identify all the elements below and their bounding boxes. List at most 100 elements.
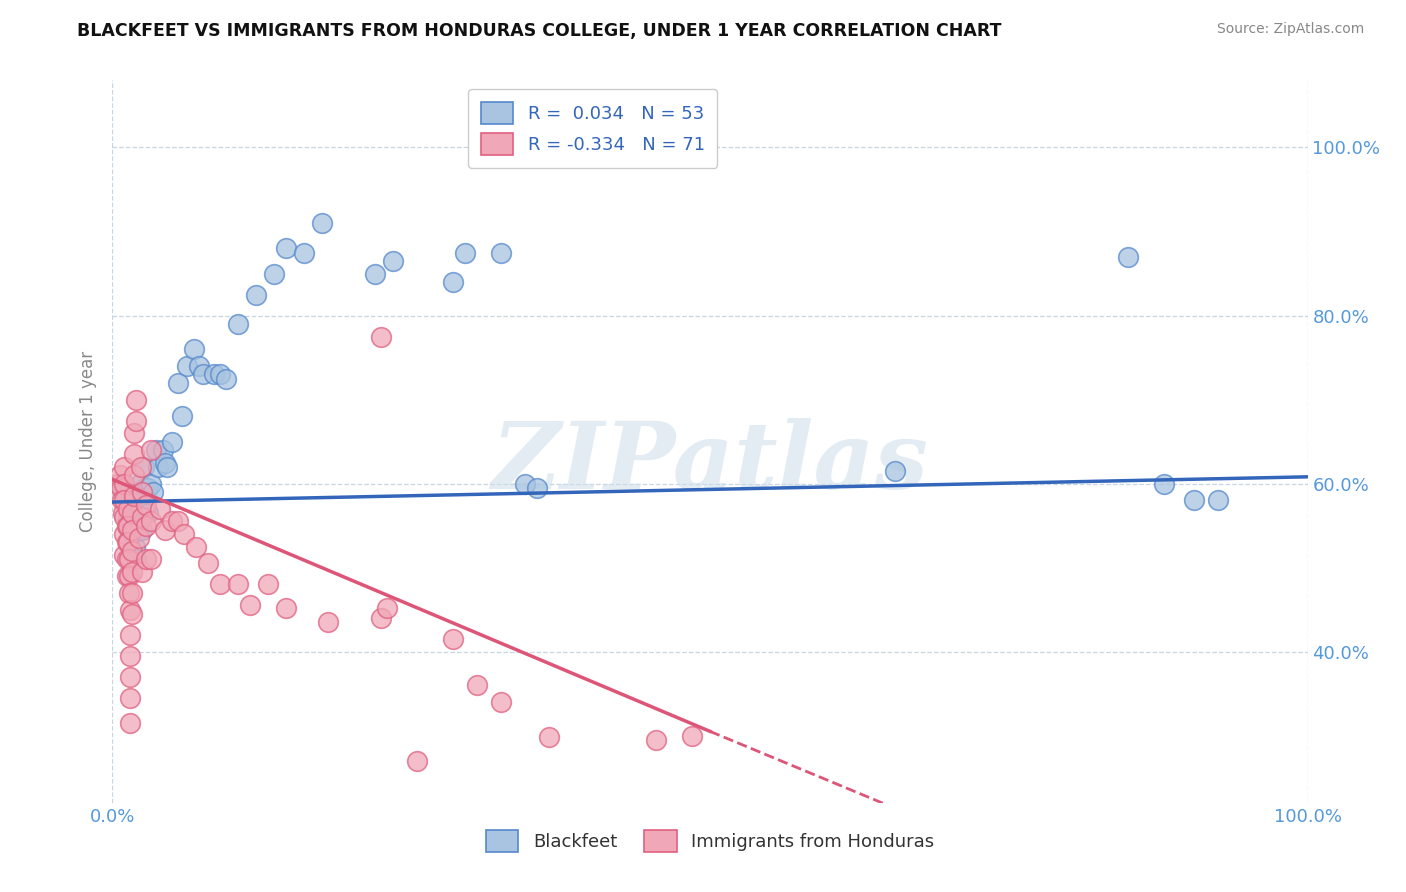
Point	[129, 501, 152, 516]
Point	[441, 275, 464, 289]
Point	[142, 485, 165, 500]
Point	[108, 468, 131, 483]
Point	[115, 552, 138, 566]
Point	[537, 731, 560, 745]
Text: BLACKFEET VS IMMIGRANTS FROM HONDURAS COLLEGE, UNDER 1 YEAR CORRELATION CHART: BLACKFEET VS IMMIGRANTS FROM HONDURAS CO…	[77, 22, 1002, 40]
Point	[454, 245, 477, 260]
Point	[121, 506, 143, 520]
Point	[122, 510, 145, 524]
Point	[162, 434, 183, 449]
Point	[202, 368, 225, 382]
Point	[239, 599, 262, 613]
Point	[292, 245, 315, 260]
Point	[122, 468, 145, 483]
Point	[153, 523, 176, 537]
Point	[370, 329, 392, 343]
Point	[125, 552, 148, 566]
Point	[138, 506, 160, 520]
Point	[139, 552, 162, 566]
Point	[465, 678, 488, 692]
Point	[114, 476, 135, 491]
Point	[274, 241, 297, 255]
Y-axis label: College, Under 1 year: College, Under 1 year	[79, 351, 97, 533]
Point	[114, 510, 135, 524]
Point	[111, 481, 134, 495]
Point	[513, 476, 536, 491]
Point	[110, 481, 132, 495]
Point	[117, 501, 139, 516]
Point	[117, 510, 139, 524]
Legend: Blackfeet, Immigrants from Honduras: Blackfeet, Immigrants from Honduras	[478, 822, 942, 859]
Point	[134, 481, 156, 495]
Point	[257, 577, 280, 591]
Point	[118, 586, 141, 600]
Point	[121, 523, 143, 537]
Point	[139, 476, 162, 491]
Point	[377, 600, 399, 615]
Point	[209, 577, 232, 591]
Point	[382, 253, 405, 268]
Point	[274, 600, 297, 615]
Point	[139, 442, 162, 457]
Point	[226, 317, 249, 331]
Point	[117, 535, 139, 549]
Point	[131, 485, 153, 500]
Point	[132, 459, 155, 474]
Point	[120, 501, 142, 516]
Point	[364, 267, 387, 281]
Point	[118, 569, 141, 583]
Point	[489, 245, 512, 260]
Point	[193, 368, 215, 382]
Point	[128, 523, 150, 537]
Point	[120, 716, 142, 731]
Point	[120, 628, 142, 642]
Point	[167, 376, 190, 390]
Point	[226, 577, 249, 591]
Point	[152, 442, 174, 457]
Point	[884, 464, 907, 478]
Point	[170, 409, 193, 424]
Point	[1118, 250, 1140, 264]
Point	[107, 476, 129, 491]
Point	[121, 514, 143, 528]
Point	[406, 754, 429, 768]
Point	[145, 442, 167, 457]
Point	[245, 287, 267, 301]
Point	[139, 514, 162, 528]
Point	[114, 548, 135, 562]
Point	[128, 531, 150, 545]
Point	[131, 565, 153, 579]
Point	[156, 459, 179, 474]
Point	[124, 540, 146, 554]
Point	[122, 489, 145, 503]
Point	[149, 501, 172, 516]
Text: ZIPatlas: ZIPatlas	[492, 418, 928, 508]
Point	[489, 695, 512, 709]
Point	[131, 510, 153, 524]
Point	[125, 413, 148, 427]
Point	[135, 498, 157, 512]
Point	[129, 476, 152, 491]
Point	[183, 342, 205, 356]
Point	[121, 565, 143, 579]
Point	[173, 527, 195, 541]
Point	[167, 514, 190, 528]
Point	[153, 456, 176, 470]
Point	[122, 523, 145, 537]
Point	[645, 732, 668, 747]
Point	[114, 527, 135, 541]
Point	[316, 615, 339, 630]
Point	[118, 552, 141, 566]
Point	[187, 359, 209, 373]
Point	[112, 506, 135, 520]
Point	[135, 518, 157, 533]
Point	[311, 216, 333, 230]
Point	[120, 690, 142, 705]
Point	[115, 498, 138, 512]
Point	[526, 481, 548, 495]
Point	[125, 392, 148, 407]
Point	[1182, 493, 1205, 508]
Point	[114, 459, 135, 474]
Point	[370, 611, 392, 625]
Point	[441, 632, 464, 646]
